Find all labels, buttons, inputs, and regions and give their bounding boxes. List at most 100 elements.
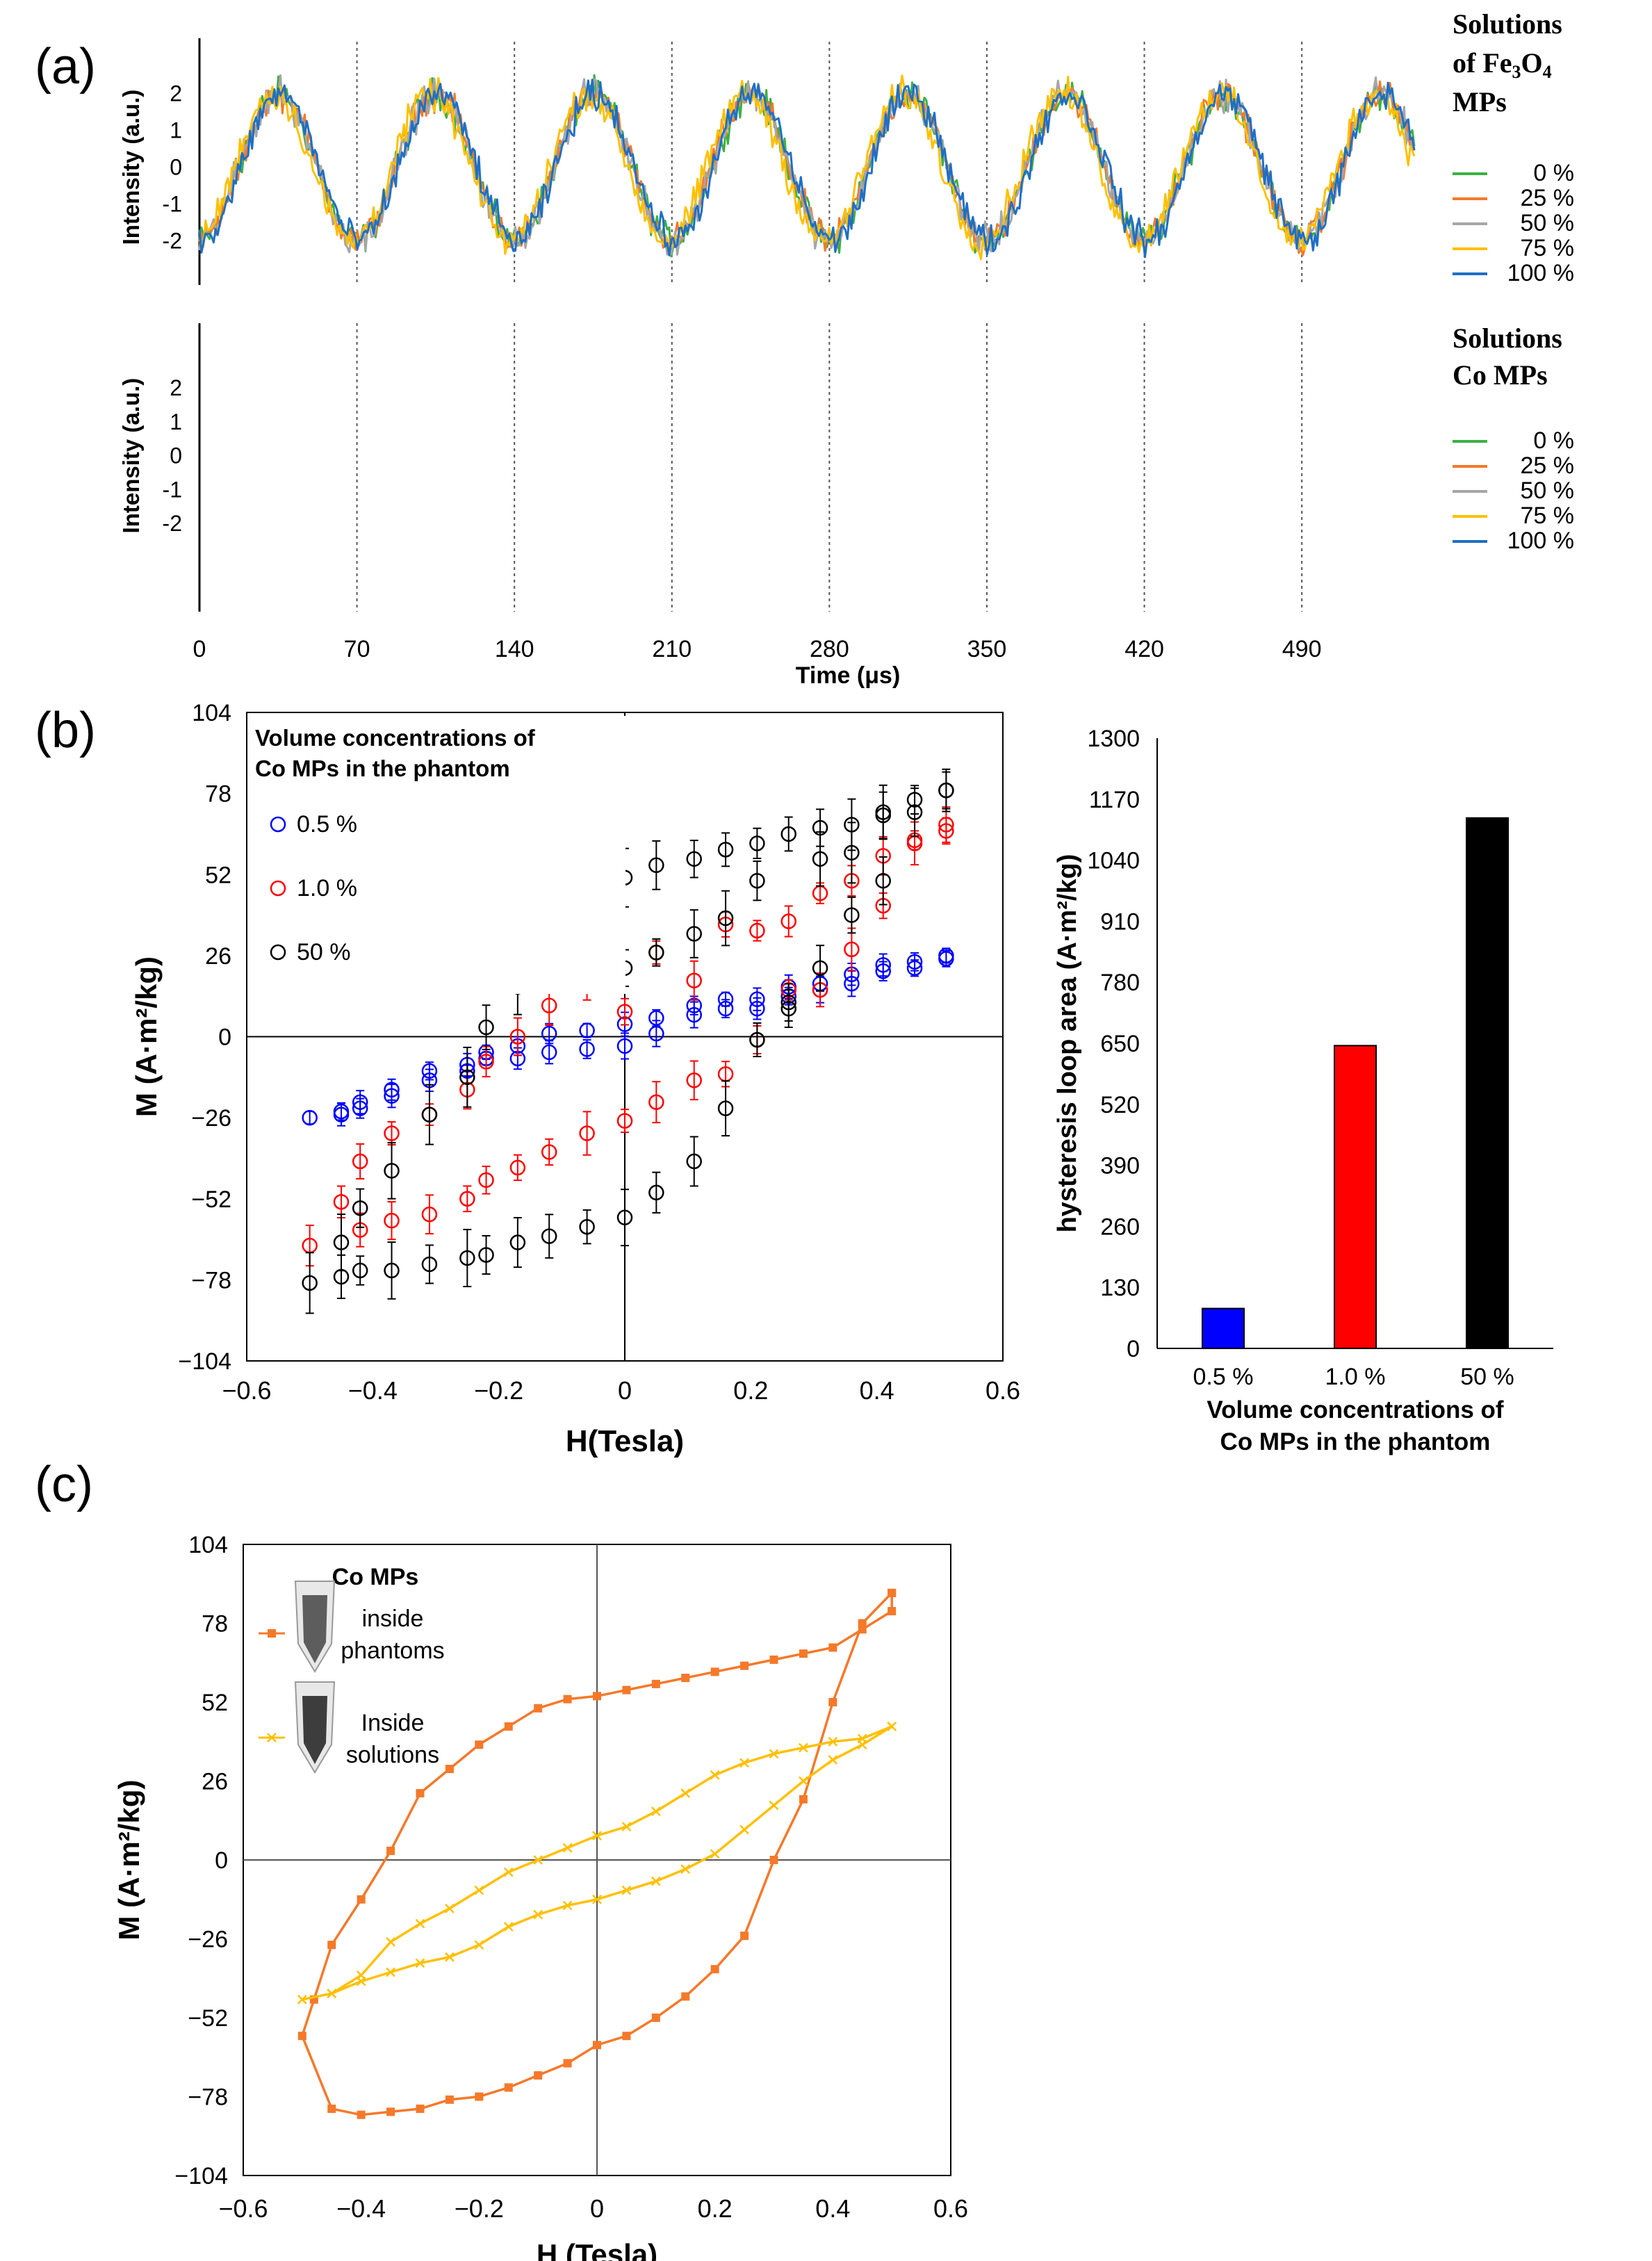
legend-title: Volume concentrations of — [255, 725, 536, 751]
data-point — [509, 1234, 526, 1250]
data-point — [333, 1234, 350, 1250]
data-point — [769, 1655, 778, 1664]
data-point — [386, 1936, 395, 1947]
data-point — [938, 782, 954, 799]
y-tick-label: 390 — [1100, 1153, 1140, 1180]
intensity-chart-fe3o4: 2 1 0 -1 -2 Intensity (a.u.) 0 %25 %50 %75 %10… — [118, 8, 1574, 286]
data-point — [680, 1788, 691, 1798]
y-tick-label: 104 — [188, 1532, 228, 1558]
legend-label: phantoms — [341, 1638, 444, 1664]
data-point — [616, 1038, 633, 1054]
data-point — [459, 1069, 475, 1086]
data-point — [616, 1209, 633, 1225]
legend-title: Co MPs in the phantom — [255, 756, 510, 781]
legend-marker — [268, 1629, 276, 1638]
data-point — [749, 991, 765, 1007]
data-point — [384, 1163, 400, 1179]
title-part: of Fe — [1453, 47, 1512, 79]
data-point — [579, 1125, 595, 1141]
y-axis-label: Intensity (a.u.) — [118, 378, 144, 534]
data-point — [327, 2104, 336, 2113]
data-point — [717, 910, 734, 927]
x-tick-label: 490 — [1282, 636, 1322, 662]
legend-label: inside — [362, 1606, 424, 1632]
y-tick-label: 910 — [1100, 908, 1140, 935]
data-point — [651, 1876, 661, 1886]
data-point — [769, 1749, 779, 1759]
data-point — [352, 1262, 368, 1279]
data-point — [302, 1109, 318, 1126]
x-tick-label: 0 — [193, 636, 206, 662]
chart-title-line: MPs — [1453, 86, 1507, 117]
data-point — [416, 1788, 425, 1797]
data-point — [686, 1072, 702, 1088]
data-point — [592, 1831, 602, 1840]
x-tick-label: 140 — [495, 636, 534, 662]
legend-bg — [250, 716, 625, 994]
x-tick-label: 50 % — [1460, 1364, 1514, 1390]
legend-label: 0 % — [1533, 160, 1574, 186]
legend-label: 50 % — [1521, 477, 1575, 504]
y-tick-label: 104 — [192, 700, 231, 726]
data-point — [384, 1125, 400, 1141]
data-point — [622, 2032, 631, 2041]
data-point — [421, 1107, 438, 1123]
data-point — [799, 1776, 808, 1786]
x-tick-label: 350 — [967, 636, 1007, 662]
data-point — [710, 1965, 719, 1974]
data-point — [888, 1607, 897, 1616]
data-point — [504, 1722, 513, 1731]
title-part: 3 — [1512, 62, 1521, 82]
data-point — [421, 1256, 438, 1273]
panel-label-b: (b) — [35, 703, 96, 758]
legend-label: 50 % — [297, 939, 351, 965]
legend-marker — [270, 880, 286, 897]
data-point — [739, 1825, 749, 1835]
data-point — [475, 2092, 484, 2101]
data-point — [415, 1918, 425, 1929]
data-point — [875, 872, 891, 889]
y-tick-label: 52 — [202, 1690, 228, 1716]
data-point — [509, 1029, 526, 1045]
data-point — [648, 1094, 664, 1110]
data-point — [799, 1795, 808, 1804]
legend-title: Co MPs — [332, 1564, 419, 1590]
data-point — [828, 1755, 838, 1765]
x-tick-label: 280 — [810, 636, 849, 662]
data-point — [478, 1172, 494, 1189]
data-point — [563, 2059, 572, 2068]
data-point — [680, 1864, 691, 1874]
y-tick-label: 0 — [1127, 1336, 1140, 1362]
data-point — [327, 1989, 337, 1998]
legend-marker — [270, 816, 286, 833]
y-tick-label: -1 — [163, 477, 182, 502]
data-point — [352, 1200, 368, 1216]
bar — [1334, 1045, 1377, 1350]
vial-content — [302, 1696, 327, 1764]
data-point — [740, 1661, 749, 1670]
x-tick-label: −0.4 — [348, 1376, 398, 1405]
legend-label: 0 % — [1533, 427, 1574, 454]
legend-label: 25 % — [1521, 452, 1575, 479]
y-tick-label: 520 — [1100, 1092, 1140, 1118]
y-tick-label: 0 — [170, 443, 182, 468]
data-point — [579, 1022, 595, 1038]
y-tick-label: 2 — [170, 375, 182, 400]
data-point — [710, 1849, 720, 1859]
data-point — [352, 1153, 368, 1170]
y-axis-label: M (A·m²/kg) — [130, 956, 163, 1117]
data-point — [681, 1674, 690, 1683]
y-tick-label: 1 — [170, 118, 182, 143]
data-point — [717, 991, 734, 1007]
data-point — [503, 1922, 514, 1932]
legend-marker — [267, 1733, 277, 1742]
y-tick-label: −52 — [188, 2005, 228, 2032]
data-point — [938, 947, 954, 964]
data-point — [541, 1025, 557, 1042]
y-tick-label: −104 — [174, 2163, 228, 2189]
data-point — [622, 1685, 631, 1695]
data-point — [780, 826, 796, 842]
y-tick-label: 0 — [218, 1025, 231, 1051]
data-point — [541, 1228, 557, 1244]
